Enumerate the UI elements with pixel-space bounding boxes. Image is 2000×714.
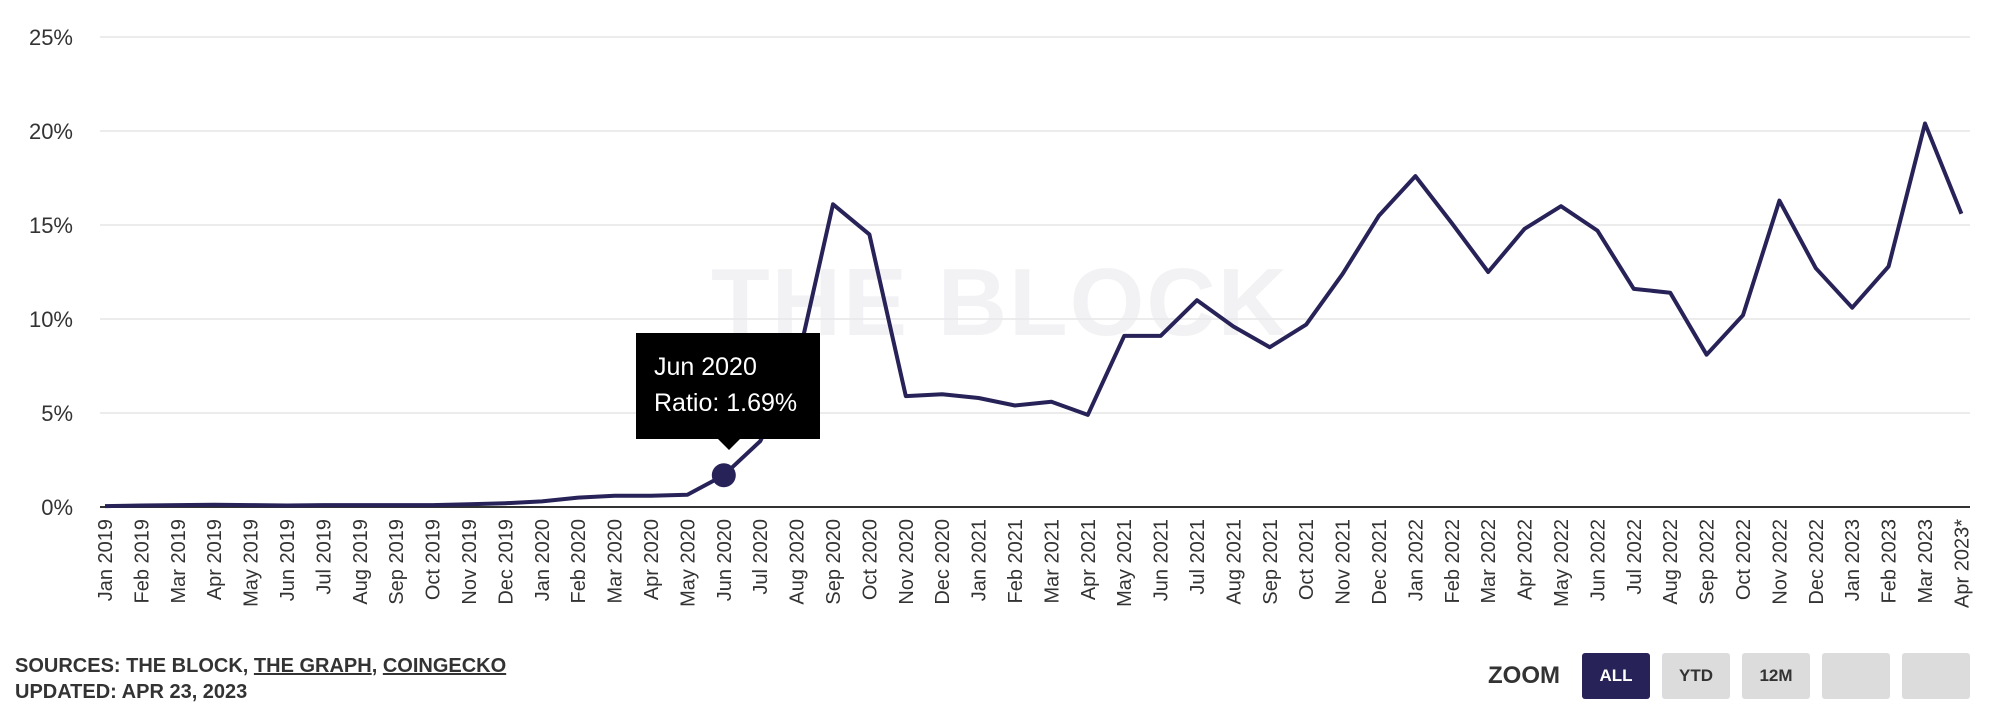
x-tick-label: Jan 2019 [95, 519, 117, 601]
zoom-12m-button[interactable]: 12M [1742, 653, 1810, 699]
x-tick-label: Mar 2019 [168, 519, 190, 604]
x-tick-label: Dec 2022 [1806, 519, 1828, 605]
x-tick-label: Mar 2022 [1478, 519, 1500, 604]
x-tick-label: Jan 2023 [1842, 519, 1864, 601]
x-tick-label: Feb 2020 [568, 519, 590, 604]
x-tick-label: Oct 2020 [859, 519, 881, 600]
zoom-all-button[interactable]: ALL [1582, 653, 1650, 699]
x-tick-label: Nov 2020 [896, 519, 918, 605]
y-tick-label: 15% [29, 213, 73, 238]
updated-date: UPDATED: APR 23, 2023 [15, 681, 248, 703]
x-tick-label: Jul 2022 [1624, 519, 1646, 595]
x-tick-label: Dec 2020 [932, 519, 954, 605]
x-tick-label: May 2022 [1551, 519, 1573, 607]
grid-lines [100, 36, 1970, 414]
x-tick-label: Jun 2022 [1587, 519, 1609, 601]
x-tick-label: Nov 2019 [459, 519, 481, 605]
chart-footer: SOURCES: THE BLOCK, THE GRAPH, COINGECKO… [15, 653, 506, 705]
zoom-button-5[interactable] [1902, 653, 1970, 699]
zoom-label: ZOOM [1488, 662, 1560, 689]
y-tick-label: 0% [41, 495, 73, 520]
x-tick-label: Sep 2020 [823, 519, 845, 605]
y-tick-label: 10% [29, 307, 73, 332]
x-tick-label: Sep 2021 [1260, 519, 1282, 605]
x-tick-label: Mar 2023 [1915, 519, 1937, 604]
x-tick-label: Oct 2022 [1733, 519, 1755, 600]
x-tick-label: Nov 2021 [1333, 519, 1355, 605]
tooltip-value: Ratio: 1.69% [654, 389, 798, 417]
x-tick-label: Aug 2021 [1223, 519, 1245, 605]
x-tick-label: Jan 2020 [532, 519, 554, 601]
zoom-ytd-button[interactable]: YTD [1662, 653, 1730, 699]
x-tick-label: May 2019 [241, 519, 263, 607]
x-tick-label: Nov 2022 [1769, 519, 1791, 605]
hover-point[interactable] [711, 463, 736, 488]
x-tick-label: Oct 2021 [1296, 519, 1318, 600]
y-tick-label: 20% [29, 119, 73, 144]
x-tick-label: Jan 2022 [1405, 519, 1427, 601]
x-tick-label: Apr 2020 [641, 519, 663, 600]
x-tick-label: Jun 2021 [1151, 519, 1173, 601]
x-tick-label: Jan 2021 [969, 519, 991, 601]
x-tick-label: Aug 2022 [1660, 519, 1682, 605]
zoom-button-4[interactable] [1822, 653, 1890, 699]
x-tick-label: Feb 2021 [1005, 519, 1027, 604]
x-tick-label: Apr 2021 [1078, 519, 1100, 600]
x-tick-label: Aug 2019 [350, 519, 372, 605]
zoom-controls: ZOOM ALL YTD 12M [1488, 653, 1970, 699]
tooltip-title: Jun 2020 [654, 353, 757, 381]
x-tick-label: Apr 2022 [1515, 519, 1537, 600]
x-tick-label: Jul 2019 [313, 519, 335, 595]
x-axis: Jan 2019 Feb 2019 Mar 2019 Apr 2019 May 2019… [95, 519, 1973, 608]
series-line[interactable] [104, 121, 1964, 509]
x-tick-label: Feb 2022 [1442, 519, 1464, 604]
y-tick-label: 25% [29, 25, 73, 50]
x-tick-label: Feb 2023 [1879, 519, 1901, 604]
sources-separator: , [371, 655, 383, 677]
x-tick-label: May 2020 [677, 519, 699, 607]
x-tick-label: Mar 2020 [605, 519, 627, 604]
x-tick-label: Apr 2019 [204, 519, 226, 600]
x-tick-label: Sep 2022 [1697, 519, 1719, 605]
x-tick-label: Oct 2019 [423, 519, 445, 600]
x-tick-label: Apr 2023* [1951, 519, 1973, 608]
source-link-the-graph[interactable]: THE GRAPH [253, 655, 372, 677]
y-axis: 0% 5% 10% 15% 20% 25% [29, 25, 73, 520]
y-tick-label: 5% [41, 401, 73, 426]
x-tick-label: Jul 2021 [1187, 519, 1209, 595]
x-tick-label: Sep 2019 [386, 519, 408, 605]
x-tick-label: May 2021 [1114, 519, 1136, 607]
x-tick-label: Jun 2020 [714, 519, 736, 601]
x-tick-label: Feb 2019 [131, 519, 153, 604]
sources-label: SOURCES: THE BLOCK, [15, 655, 254, 677]
tooltip: Jun 2020 Ratio: 1.69% [636, 333, 820, 450]
x-tick-label: Jul 2020 [750, 519, 772, 595]
x-tick-label: Mar 2021 [1041, 519, 1063, 604]
source-link-coingecko[interactable]: COINGECKO [382, 655, 507, 677]
x-tick-label: Dec 2021 [1369, 519, 1391, 605]
x-tick-label: Aug 2020 [787, 519, 809, 605]
sources-line: SOURCES: THE BLOCK, THE GRAPH, COINGECKO [15, 653, 506, 679]
tooltip-pointer [718, 439, 740, 450]
x-tick-label: Dec 2019 [495, 519, 517, 605]
x-tick-label: Jun 2019 [277, 519, 299, 601]
